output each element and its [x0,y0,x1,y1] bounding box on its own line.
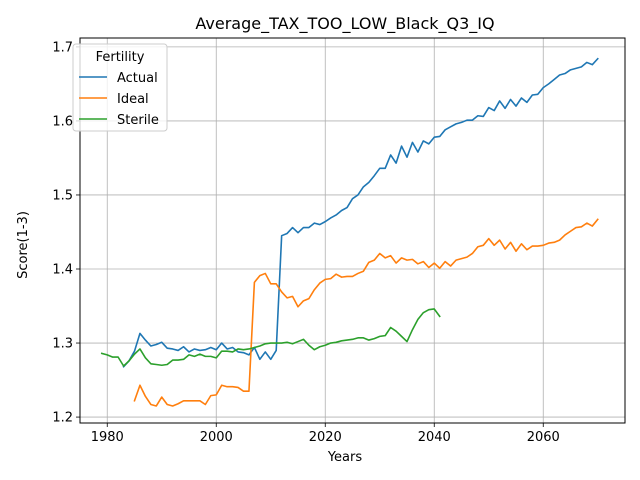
grid-lines [80,38,625,423]
series-lines [100,57,599,407]
legend-box [72,43,168,132]
legend-title: Fertility [96,50,145,65]
x-tick-label: 2060 [527,430,560,445]
y-axis-ticks: 1.2 1.3 1.4 1.5 1.6 1.7 [52,40,80,426]
legend-label-actual: Actual [117,71,158,86]
y-tick-label: 1.7 [52,40,73,55]
y-tick-label: 1.3 [52,337,73,352]
y-tick-label: 1.6 [52,114,73,129]
series-line-ideal [133,218,599,407]
legend-label-ideal: Ideal [117,92,149,107]
legend-label-sterile: Sterile [117,113,159,128]
y-tick-label: 1.5 [52,188,73,203]
x-tick-label: 2020 [309,430,342,445]
x-tick-label: 2040 [418,430,451,445]
x-tick-label: 2000 [200,430,233,445]
y-axis-label: Score(1-3) [16,211,31,279]
y-tick-label: 1.2 [52,411,73,426]
x-axis-ticks: 1980 2000 2020 2040 2060 [91,423,560,445]
x-axis-label: Years [327,450,363,465]
plot-area-frame [79,37,626,424]
x-tick-label: 1980 [91,430,124,445]
series-line-actual [122,57,599,368]
series-line-sterile [100,308,441,367]
chart-title: Average_TAX_TOO_LOW_Black_Q3_IQ [195,14,494,34]
legend: Fertility Actual Ideal Sterile [72,43,168,132]
y-tick-label: 1.4 [52,263,73,278]
